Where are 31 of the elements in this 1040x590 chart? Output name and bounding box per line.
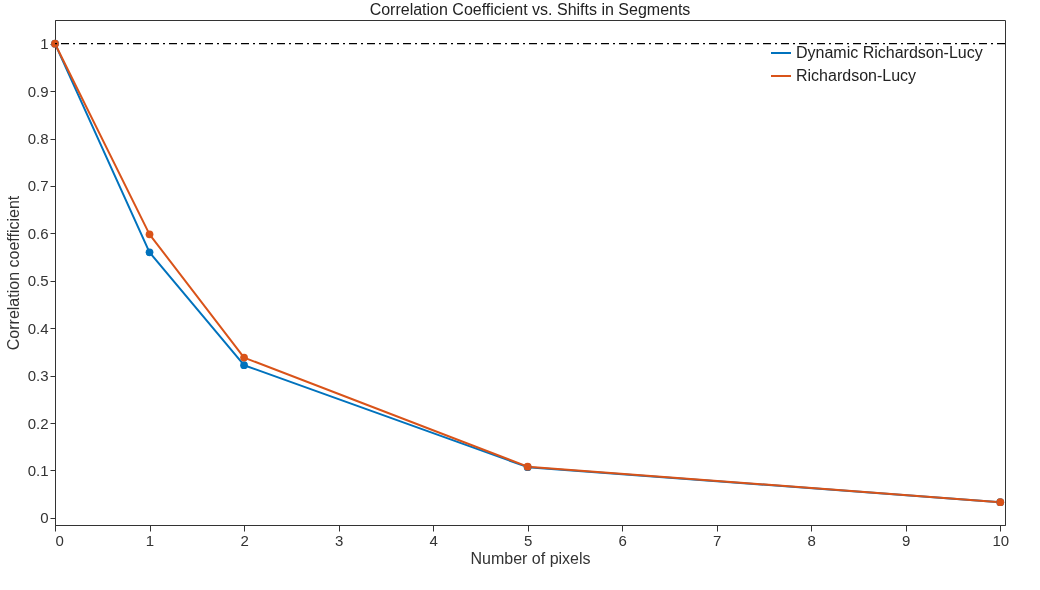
x-tick-label: 9 <box>902 531 911 549</box>
x-tick-label: 2 <box>240 531 249 549</box>
x-tick-label: 0 <box>55 531 64 549</box>
x-tick-label: 6 <box>618 531 627 549</box>
point <box>145 230 154 239</box>
x-tick-label: 5 <box>523 531 533 549</box>
y-tick-label: 0.7 <box>27 177 49 195</box>
legend-label: Richardson-Lucy <box>796 67 917 84</box>
x-axis-title: Number of pixels <box>470 549 591 567</box>
x-tick-label: 8 <box>807 531 816 549</box>
x-tick-label: 1 <box>145 531 155 549</box>
y-tick-label: 0.9 <box>27 82 49 100</box>
y-tick-label: 0.2 <box>27 414 49 432</box>
y-tick-label: 0.1 <box>27 461 49 479</box>
point <box>240 353 248 362</box>
legend-label: Dynamic Richardson-Lucy <box>796 44 983 61</box>
y-tick-label: 0 <box>40 509 49 527</box>
y-tick-label: 0.5 <box>27 272 49 290</box>
y-tick-label: 1 <box>40 35 49 53</box>
x-tick-label: 7 <box>713 531 722 549</box>
y-axis-title: Correlation coefficient <box>4 195 22 351</box>
x-tick-label: 3 <box>334 531 344 549</box>
point <box>145 248 154 257</box>
x-tick-label: 4 <box>429 531 438 549</box>
y-tick-label: 0.4 <box>27 319 49 337</box>
y-tick-label: 0.6 <box>27 224 49 242</box>
x-tick-label: 10 <box>992 531 1010 549</box>
y-tick-label: 0.3 <box>27 367 49 385</box>
chart-title: Correlation Coefficient vs. Shifts in Segments <box>369 1 691 18</box>
point <box>240 361 248 370</box>
y-tick-label: 0.8 <box>27 130 49 148</box>
